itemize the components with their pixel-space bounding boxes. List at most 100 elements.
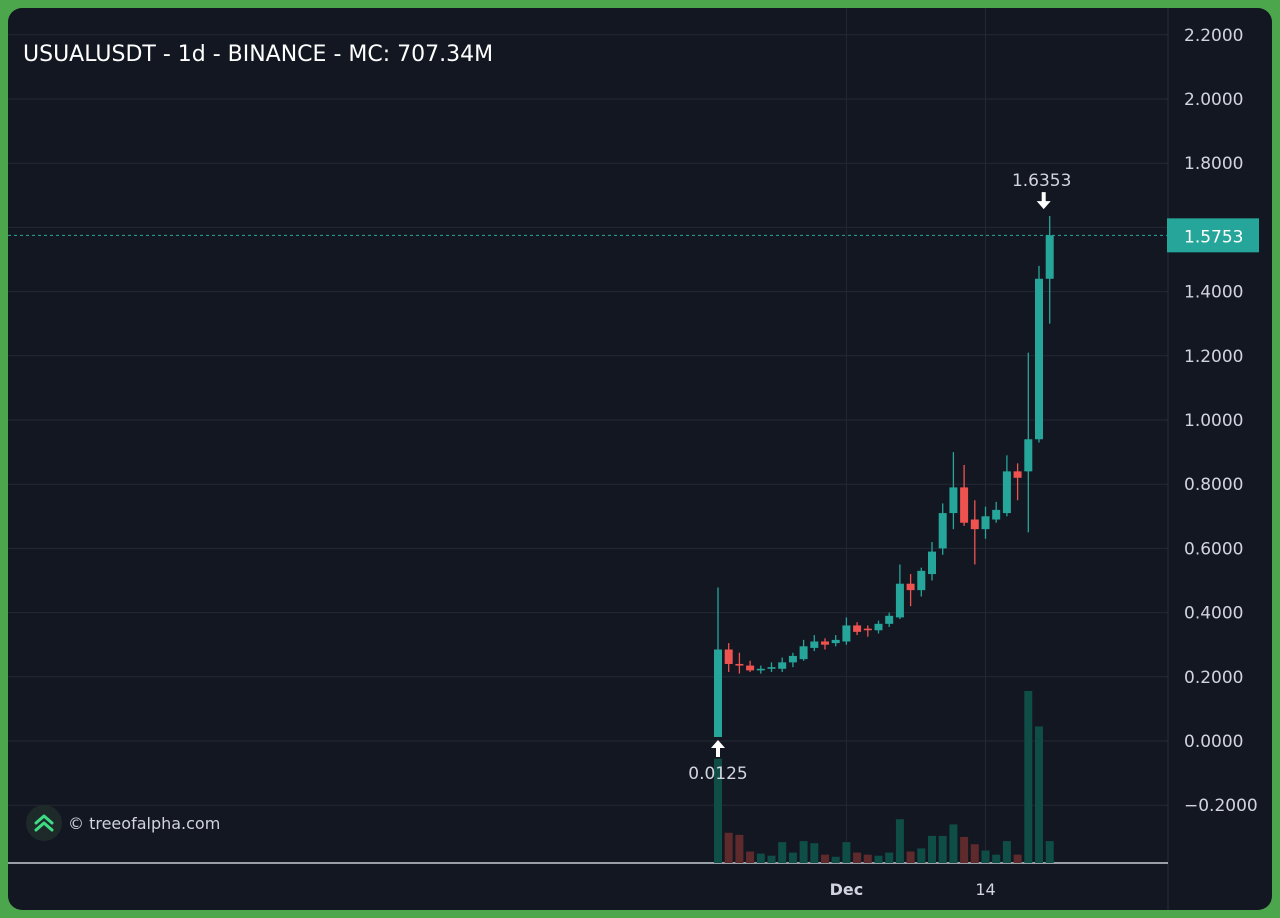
last-price-label: 1.5753 bbox=[1184, 227, 1243, 247]
volume-bar bbox=[960, 836, 969, 863]
candle-body bbox=[992, 509, 1001, 520]
volume-bar bbox=[928, 835, 936, 863]
volume-bar bbox=[831, 856, 840, 863]
volume-bar bbox=[874, 855, 883, 863]
watermark-text: © treeofalpha.com bbox=[68, 813, 221, 833]
y-tick-label: −0.2000 bbox=[1184, 796, 1258, 816]
candle bbox=[949, 452, 958, 530]
candle-body bbox=[788, 655, 797, 663]
candle-body bbox=[949, 487, 958, 514]
candle bbox=[1045, 216, 1054, 324]
y-tick-label: 0.2000 bbox=[1184, 668, 1243, 688]
treeofalpha-logo-icon bbox=[26, 805, 62, 841]
candle-body bbox=[810, 641, 819, 648]
volume-bar bbox=[863, 854, 872, 863]
candle bbox=[842, 617, 851, 645]
volume-bar bbox=[1013, 854, 1022, 863]
candle-body bbox=[906, 583, 915, 591]
candle bbox=[831, 635, 840, 647]
volume-bar bbox=[810, 843, 819, 863]
candle-body bbox=[746, 665, 755, 671]
volume-bar bbox=[853, 852, 862, 863]
candle bbox=[778, 657, 787, 672]
candle-body bbox=[928, 551, 936, 575]
x-tick-label: Dec bbox=[830, 880, 864, 899]
candle bbox=[1002, 455, 1011, 517]
candle bbox=[981, 506, 990, 539]
y-tick-label: 0.6000 bbox=[1184, 539, 1243, 559]
volume-bar bbox=[970, 844, 979, 863]
y-tick-label: 0.4000 bbox=[1184, 604, 1243, 624]
y-tick-label: 2.0000 bbox=[1184, 90, 1243, 110]
volume-bar bbox=[842, 842, 851, 863]
y-tick-label: 2.2000 bbox=[1184, 26, 1243, 46]
candle-body bbox=[895, 583, 904, 618]
candle bbox=[1035, 265, 1043, 443]
volume-bar bbox=[981, 850, 990, 863]
volume-bar bbox=[1045, 841, 1054, 863]
volume-bar bbox=[1035, 726, 1043, 863]
candle-body bbox=[778, 662, 787, 669]
candle bbox=[746, 660, 755, 672]
candle bbox=[810, 635, 819, 652]
candle-body bbox=[917, 570, 926, 591]
volume-bar bbox=[917, 848, 926, 863]
volume-bar bbox=[735, 834, 744, 863]
volume-bar bbox=[767, 855, 776, 863]
volume-bar bbox=[1002, 841, 1011, 863]
candle bbox=[735, 652, 744, 674]
watermark: © treeofalpha.com bbox=[26, 805, 220, 841]
candle bbox=[724, 643, 733, 672]
volume-bar bbox=[938, 835, 947, 863]
low-price-label: 0.0125 bbox=[688, 764, 747, 784]
candle bbox=[853, 622, 862, 636]
last-price-badge bbox=[1167, 218, 1259, 253]
candle-body bbox=[724, 649, 733, 664]
candle bbox=[906, 574, 915, 607]
candle bbox=[863, 625, 872, 637]
candle bbox=[938, 503, 947, 555]
candle bbox=[1013, 463, 1022, 501]
candle-body bbox=[981, 516, 990, 530]
candle bbox=[1024, 352, 1033, 533]
candle-body bbox=[821, 641, 829, 645]
candle-body bbox=[1035, 278, 1043, 440]
candle-body bbox=[1045, 235, 1054, 279]
chart-panel: 2.20002.00001.80001.60001.40001.20001.00… bbox=[8, 8, 1272, 910]
y-tick-label: 1.2000 bbox=[1184, 347, 1243, 367]
candle bbox=[895, 564, 904, 620]
volume-bar bbox=[895, 819, 904, 863]
candle-body bbox=[938, 513, 947, 549]
candle-body bbox=[735, 663, 744, 666]
high-price-label: 1.6353 bbox=[1012, 171, 1071, 191]
candle-body bbox=[1013, 471, 1022, 478]
volume-bar bbox=[799, 841, 808, 863]
candle bbox=[960, 464, 969, 526]
candlestick-chart[interactable]: 2.20002.00001.80001.60001.40001.20001.00… bbox=[8, 8, 1272, 910]
volume-bar bbox=[714, 758, 722, 863]
candle-body bbox=[970, 519, 979, 530]
volume-bar bbox=[746, 851, 755, 863]
volume-bar bbox=[992, 854, 1001, 863]
candle-body bbox=[767, 667, 776, 669]
volume-bar bbox=[778, 842, 787, 863]
volume-bar bbox=[949, 824, 958, 863]
volume-bar bbox=[885, 852, 894, 863]
candle-body bbox=[885, 615, 894, 624]
candle bbox=[917, 567, 926, 597]
candle bbox=[714, 587, 722, 737]
candle-body bbox=[799, 646, 808, 660]
candle-body bbox=[1002, 471, 1011, 514]
candle-body bbox=[874, 623, 883, 631]
low-arrow-icon bbox=[711, 739, 725, 757]
candle-body bbox=[1024, 439, 1033, 472]
y-tick-label: 0.0000 bbox=[1184, 732, 1243, 752]
y-tick-label: 1.0000 bbox=[1184, 411, 1243, 431]
candle-body bbox=[842, 625, 851, 642]
candle bbox=[885, 612, 894, 628]
volume-bar bbox=[724, 832, 733, 863]
candle bbox=[874, 620, 883, 634]
candle-body bbox=[714, 649, 722, 737]
candle bbox=[928, 541, 936, 581]
candle bbox=[992, 501, 1001, 523]
